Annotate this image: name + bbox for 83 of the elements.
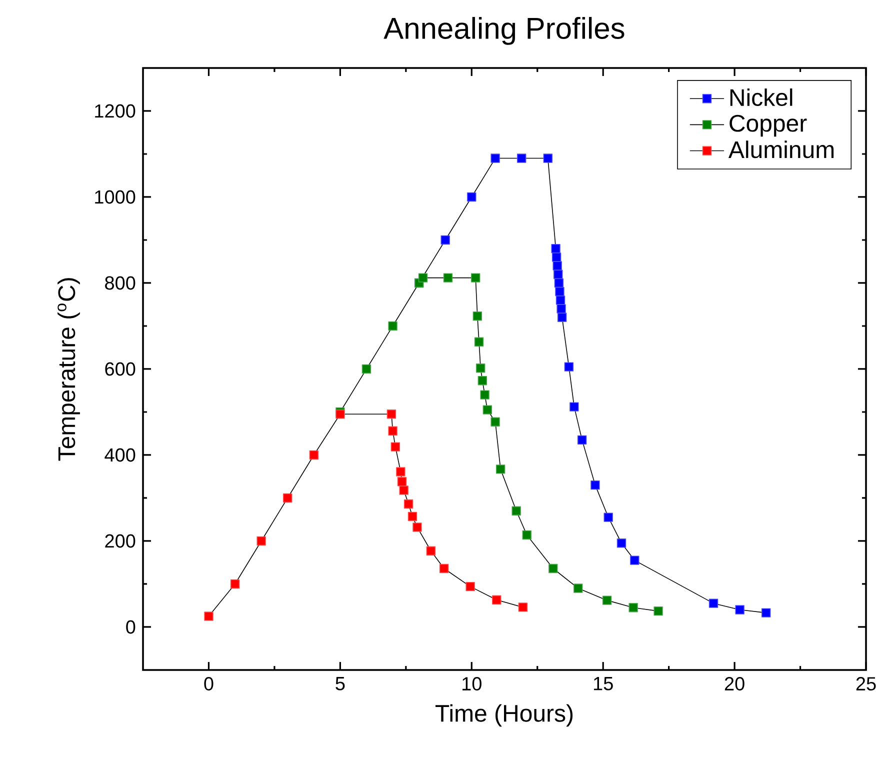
point — [440, 235, 450, 245]
y-tick-label: 600 — [105, 362, 136, 376]
point — [554, 278, 564, 288]
point — [418, 273, 428, 282]
point — [556, 304, 566, 314]
x-tick-label: 25 — [856, 677, 876, 691]
y-tick-label: 1000 — [95, 190, 136, 204]
point — [256, 536, 266, 546]
point — [397, 477, 407, 486]
point — [388, 321, 398, 331]
point — [516, 154, 526, 163]
point — [386, 410, 396, 419]
point — [492, 595, 502, 604]
point — [512, 506, 521, 516]
point — [399, 486, 408, 495]
y-tick-label: 200 — [105, 534, 136, 548]
y-tick-label: 1200 — [95, 104, 136, 118]
point — [478, 376, 488, 386]
point — [616, 538, 626, 548]
point — [404, 499, 414, 509]
point — [654, 606, 663, 616]
point — [522, 530, 532, 540]
point — [443, 273, 453, 282]
point — [412, 522, 422, 532]
point — [480, 390, 490, 400]
legend-label: Aluminum — [728, 140, 834, 158]
point — [283, 493, 292, 503]
point — [408, 512, 418, 522]
legend-label: Nickel — [730, 88, 792, 106]
point — [570, 402, 579, 412]
point — [556, 296, 566, 305]
point — [552, 252, 562, 262]
point — [630, 556, 640, 565]
x-axis-title: Time (Hours) — [435, 704, 573, 727]
point — [204, 612, 214, 621]
point — [551, 244, 560, 254]
point — [230, 579, 240, 589]
point — [708, 598, 718, 608]
point — [490, 417, 500, 426]
point — [309, 450, 318, 460]
point — [574, 584, 583, 593]
point — [470, 273, 480, 282]
point — [555, 286, 564, 296]
y-axis-title: Temperature ($^{o}$C) — [58, 278, 80, 461]
point — [564, 362, 574, 372]
point — [735, 605, 744, 614]
point — [762, 608, 771, 618]
point — [552, 261, 562, 270]
point — [557, 312, 567, 322]
point — [362, 364, 372, 374]
point — [590, 480, 600, 490]
y-tick-label: 800 — [105, 276, 136, 290]
point — [396, 467, 406, 476]
legend-label: Copper — [730, 114, 807, 137]
point — [390, 442, 400, 452]
point — [476, 364, 486, 373]
point — [336, 410, 345, 419]
point — [628, 603, 638, 612]
point — [496, 464, 506, 474]
point — [554, 270, 563, 279]
point — [474, 337, 484, 346]
point — [490, 154, 500, 163]
point — [604, 512, 613, 522]
x-tick-label: 15 — [594, 677, 613, 690]
point — [548, 564, 558, 574]
chart-title: Annealing Profiles — [384, 16, 624, 45]
point — [388, 426, 398, 436]
x-tick-label: 0 — [204, 677, 214, 691]
point — [518, 602, 528, 612]
point — [577, 435, 587, 445]
point — [467, 192, 476, 202]
point — [426, 546, 436, 556]
x-tick-label: 5 — [336, 677, 345, 690]
point — [472, 311, 482, 321]
point — [602, 596, 612, 605]
point — [466, 582, 475, 592]
y-tick-label: 400 — [104, 448, 136, 462]
x-tick-label: 10 — [462, 677, 482, 691]
point — [439, 564, 449, 574]
y-tick-label: 0 — [126, 620, 136, 634]
x-tick-label: 20 — [724, 677, 744, 691]
point — [543, 154, 552, 163]
point — [482, 405, 492, 414]
